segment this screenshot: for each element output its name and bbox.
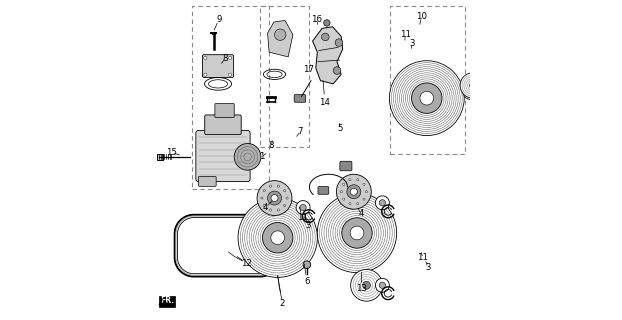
Text: 8: 8 — [223, 54, 228, 63]
Text: 10: 10 — [416, 12, 427, 21]
Circle shape — [337, 174, 371, 209]
Circle shape — [343, 198, 345, 200]
Text: 12: 12 — [241, 259, 252, 268]
Circle shape — [341, 218, 372, 248]
Circle shape — [296, 201, 310, 215]
Text: 14: 14 — [320, 99, 330, 108]
Circle shape — [303, 261, 310, 268]
Circle shape — [376, 278, 389, 292]
Text: 1: 1 — [259, 152, 264, 161]
Circle shape — [269, 209, 272, 211]
Circle shape — [420, 91, 434, 105]
Text: 17: 17 — [304, 65, 314, 74]
Circle shape — [463, 84, 478, 100]
Circle shape — [356, 203, 359, 205]
FancyBboxPatch shape — [196, 131, 250, 181]
Circle shape — [271, 231, 284, 244]
Text: 6: 6 — [304, 277, 310, 286]
Circle shape — [284, 204, 285, 206]
Text: 3: 3 — [305, 220, 311, 229]
Text: 13: 13 — [356, 284, 366, 293]
Circle shape — [349, 179, 351, 181]
FancyBboxPatch shape — [157, 154, 162, 160]
Text: 2: 2 — [280, 299, 285, 308]
Circle shape — [379, 282, 386, 288]
Polygon shape — [313, 27, 343, 84]
Circle shape — [379, 200, 386, 206]
Circle shape — [204, 56, 207, 60]
FancyBboxPatch shape — [318, 187, 329, 194]
Polygon shape — [159, 296, 175, 307]
FancyBboxPatch shape — [205, 115, 241, 135]
Circle shape — [376, 196, 389, 210]
Circle shape — [262, 222, 293, 253]
Circle shape — [365, 191, 368, 193]
Circle shape — [363, 183, 365, 185]
Text: FR.: FR. — [160, 296, 174, 305]
Circle shape — [350, 188, 357, 195]
FancyBboxPatch shape — [198, 177, 216, 186]
Circle shape — [340, 191, 342, 193]
Circle shape — [323, 20, 330, 26]
Circle shape — [269, 185, 272, 187]
Circle shape — [238, 198, 317, 277]
Text: 7: 7 — [298, 127, 304, 136]
Circle shape — [347, 185, 361, 199]
Circle shape — [317, 193, 397, 273]
Circle shape — [267, 191, 282, 205]
Text: 9: 9 — [216, 15, 221, 24]
Text: 4: 4 — [358, 209, 364, 219]
Circle shape — [349, 203, 351, 205]
Text: 15: 15 — [166, 148, 177, 157]
Circle shape — [363, 198, 365, 200]
Circle shape — [412, 83, 442, 113]
Polygon shape — [267, 20, 293, 57]
Text: 4: 4 — [262, 203, 267, 212]
Text: 5: 5 — [337, 124, 343, 133]
Circle shape — [228, 56, 231, 60]
Text: 16: 16 — [311, 15, 322, 24]
FancyBboxPatch shape — [340, 161, 352, 171]
Text: 3: 3 — [409, 39, 415, 48]
Text: 8: 8 — [269, 141, 274, 150]
Circle shape — [322, 33, 329, 41]
Circle shape — [204, 73, 207, 76]
Circle shape — [335, 39, 343, 46]
Circle shape — [363, 281, 371, 289]
Text: 11: 11 — [400, 30, 411, 39]
FancyBboxPatch shape — [215, 104, 234, 117]
Circle shape — [343, 183, 345, 185]
Circle shape — [234, 143, 261, 170]
Text: 11: 11 — [297, 212, 308, 222]
Circle shape — [274, 29, 286, 40]
Circle shape — [284, 190, 285, 192]
Circle shape — [228, 73, 231, 76]
Circle shape — [271, 195, 278, 202]
Circle shape — [389, 61, 464, 136]
Circle shape — [263, 204, 266, 206]
Circle shape — [277, 209, 279, 211]
Circle shape — [350, 226, 364, 240]
Circle shape — [277, 185, 279, 187]
Circle shape — [356, 179, 359, 181]
Circle shape — [300, 204, 306, 211]
Circle shape — [460, 73, 486, 98]
Circle shape — [333, 67, 341, 74]
Text: 11: 11 — [417, 253, 428, 262]
Circle shape — [470, 82, 476, 89]
Circle shape — [351, 269, 383, 301]
Circle shape — [286, 197, 288, 199]
Circle shape — [263, 190, 266, 192]
Circle shape — [467, 88, 474, 95]
FancyBboxPatch shape — [294, 95, 305, 102]
Text: 3: 3 — [425, 263, 430, 272]
FancyBboxPatch shape — [203, 55, 234, 77]
Circle shape — [257, 180, 292, 215]
Circle shape — [261, 197, 263, 199]
